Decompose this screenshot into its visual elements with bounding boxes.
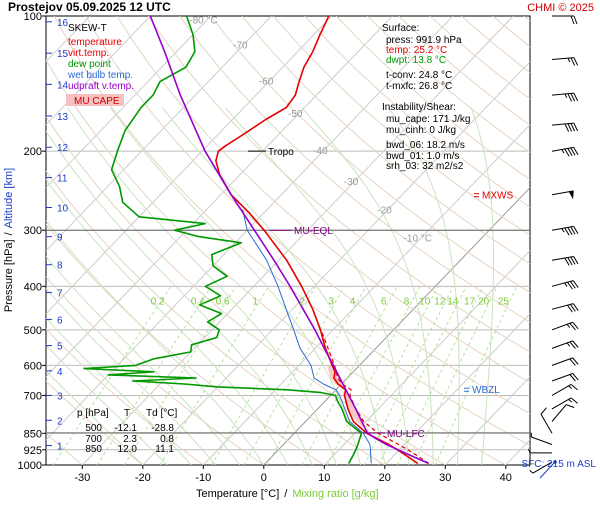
pressure-tick-label: 200 bbox=[24, 146, 42, 158]
pressure-tick-label: 925 bbox=[24, 445, 42, 457]
level-label: MU-LFC bbox=[387, 429, 425, 440]
x-tick-label: -30 bbox=[74, 472, 90, 484]
legend-virt-temp: virt.temp. bbox=[68, 48, 109, 59]
x-axis-title: Temperature [°C]/Mixing ratio [g/kg] bbox=[196, 488, 379, 500]
level-table-cell: 11.1 bbox=[155, 444, 174, 455]
altitude-tick-label: 16 bbox=[57, 18, 69, 29]
x-tick-label: 10 bbox=[318, 472, 330, 484]
mixing-ratio-label: 6 bbox=[381, 296, 387, 307]
surface-title: Surface: bbox=[382, 23, 419, 34]
pressure-tick-label: 300 bbox=[24, 225, 42, 237]
altitude-tick-label: 1 bbox=[57, 442, 63, 453]
altitude-tick-label: 2 bbox=[57, 416, 63, 427]
instability-srh03: srh_03: 32 m2/s2 bbox=[386, 161, 464, 172]
altitude-tick-label: 10 bbox=[57, 204, 69, 215]
altitude-tick-label: 5 bbox=[57, 342, 63, 353]
legend-cape: MU CAPE bbox=[74, 96, 120, 107]
mixing-ratio-label: 10 bbox=[419, 296, 431, 307]
level-table-header-p: p [hPa] bbox=[77, 408, 109, 419]
level-label: MU-EQL bbox=[294, 226, 333, 237]
mixing-ratio-label: 3 bbox=[328, 296, 334, 307]
x-axis-mix-label: Mixing ratio [g/kg] bbox=[292, 488, 378, 500]
pressure-tick-label: 400 bbox=[24, 281, 42, 293]
mixing-ratio-label: 0.2 bbox=[151, 296, 165, 307]
legend-title: SKEW-T bbox=[68, 23, 107, 34]
mixing-ratio-label: 12 bbox=[434, 296, 446, 307]
pressure-tick-label: 700 bbox=[24, 390, 42, 402]
level-label: Tropo bbox=[268, 147, 294, 158]
isotherm-label: -50 bbox=[288, 109, 303, 120]
legend-wet-bulb: wet bulb temp. bbox=[67, 70, 133, 81]
y-axis-pressure-label: Pressure [hPa] bbox=[3, 239, 15, 312]
legend-updraft: udpraft v.temp. bbox=[68, 81, 134, 92]
level-table: p [hPa] T Td [°C] 500 -12.1 -28.8 700 2.… bbox=[77, 408, 177, 455]
pressure-tick-label: 1000 bbox=[18, 460, 42, 472]
isotherm-label: -20 bbox=[377, 205, 392, 216]
legend-temperature: temperature bbox=[68, 37, 122, 48]
mixing-ratio-label: 2 bbox=[299, 296, 305, 307]
sfc-label: SFC: 215 m ASL bbox=[522, 459, 597, 470]
mixing-ratio-label: 20 bbox=[478, 296, 490, 307]
x-tick-label: 30 bbox=[439, 472, 451, 484]
altitude-tick-label: 12 bbox=[57, 143, 69, 154]
instability-title: Instability/Shear: bbox=[382, 102, 456, 113]
mixing-ratio-label: 1 bbox=[252, 296, 258, 307]
side-label: MXWS bbox=[482, 191, 513, 202]
isotherm-label: -60 bbox=[259, 76, 274, 87]
level-table-cell: 500 bbox=[85, 423, 102, 434]
side-label: WBZL bbox=[472, 385, 500, 396]
mixing-ratio-label: 0.4 bbox=[191, 296, 205, 307]
mixing-ratio-label: 0.6 bbox=[216, 296, 230, 307]
level-table-cell: 12.0 bbox=[118, 444, 138, 455]
x-tick-label: -20 bbox=[135, 472, 151, 484]
pressure-tick-label: 500 bbox=[24, 325, 42, 337]
mixing-ratio-label: 17 bbox=[464, 296, 476, 307]
surface-tconv: t-conv: 24.8 °C bbox=[386, 70, 452, 81]
altitude-tick-label: 4 bbox=[57, 367, 63, 378]
pressure-tick-label: 600 bbox=[24, 360, 42, 372]
altitude-tick-label: 7 bbox=[57, 289, 63, 300]
altitude-tick-label: 11 bbox=[57, 174, 68, 185]
level-table-cell: -28.8 bbox=[151, 423, 174, 434]
level-table-header-t: T bbox=[124, 408, 130, 419]
altitude-tick-label: 9 bbox=[57, 233, 63, 244]
legend-dew-point: dew point bbox=[68, 59, 111, 70]
instability-bwd06: bwd_06: 18.2 m/s bbox=[386, 140, 465, 151]
y-axis-title: Pressure [hPa]/Altitude [km] bbox=[3, 168, 15, 312]
x-tick-label: 20 bbox=[379, 472, 391, 484]
chart-title: Prostejov 05.09.2025 12 UTC bbox=[8, 0, 171, 14]
x-tick-label: 40 bbox=[500, 472, 512, 484]
mixing-ratio-label: 14 bbox=[447, 296, 459, 307]
altitude-tick-label: 13 bbox=[57, 112, 69, 123]
x-tick-label: 0 bbox=[261, 472, 267, 484]
x-axis-temp-label: Temperature [°C] bbox=[196, 488, 279, 500]
altitude-tick-label: 14 bbox=[57, 80, 69, 91]
level-table-cell: 850 bbox=[85, 444, 102, 455]
mixing-ratio-label: 4 bbox=[350, 296, 356, 307]
y-axis-alt-label: Altitude [km] bbox=[3, 168, 15, 229]
surface-tmxfc: t-mxfc: 26.8 °C bbox=[386, 81, 452, 92]
altitude-tick-label: 8 bbox=[57, 261, 63, 272]
copyright-label: CHMI © 2025 bbox=[527, 2, 594, 14]
isotherm-label: -80 °C bbox=[189, 16, 217, 27]
instability-mucape: mu_cape: 171 J/kg bbox=[386, 114, 471, 125]
isotherm-label: -10 °C bbox=[404, 234, 432, 245]
mixing-ratio-label: 8 bbox=[404, 296, 410, 307]
surface-dwpt: dwpt: 13.8 °C bbox=[386, 55, 446, 66]
instability-mucinh: mu_cinh: 0 J/kg bbox=[386, 125, 456, 136]
level-table-cell: -12.1 bbox=[114, 423, 137, 434]
isotherm-label: -70 bbox=[233, 40, 248, 51]
x-tick-label: -10 bbox=[195, 472, 211, 484]
altitude-tick-label: 15 bbox=[57, 49, 69, 60]
isotherm-label: -40 bbox=[313, 146, 328, 157]
level-table-header-td: Td [°C] bbox=[146, 408, 177, 419]
mixing-ratio-label: 25 bbox=[498, 296, 510, 307]
pressure-tick-label: 850 bbox=[24, 428, 42, 440]
isotherm-label: -30 bbox=[344, 177, 359, 188]
altitude-tick-label: 6 bbox=[57, 315, 63, 326]
altitude-tick-label: 3 bbox=[57, 391, 63, 402]
